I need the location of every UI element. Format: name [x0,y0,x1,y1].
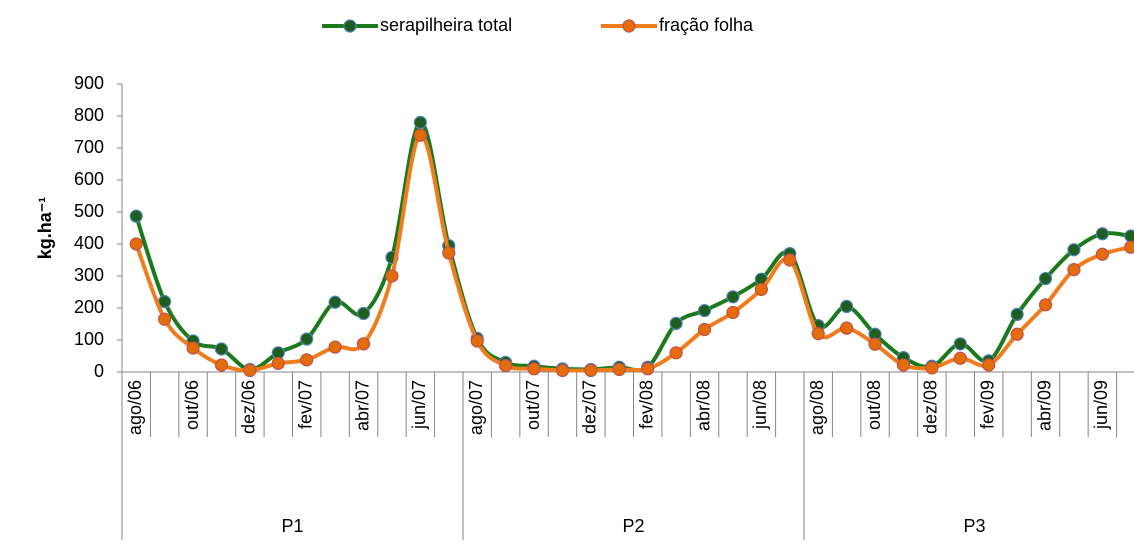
data-point [868,337,882,351]
data-point [1067,243,1081,257]
x-tick-label: out/08 [864,380,884,430]
data-point [470,334,484,348]
data-point [1010,307,1024,321]
data-point [214,358,229,372]
data-point [186,341,200,355]
legend-label: serapilheira total [380,15,512,35]
data-point [328,340,342,354]
data-point [1124,229,1134,243]
data-point [726,290,740,304]
data-point [840,321,854,335]
y-tick-label: 800 [74,105,104,125]
legend-marker [343,19,357,33]
x-tick-label: ago/06 [125,380,145,435]
data-point [925,361,939,375]
data-point [356,337,371,351]
x-tick-label: dez/06 [239,380,259,434]
y-tick-label: 300 [74,265,104,285]
x-tick-label: dez/07 [580,380,600,434]
y-tick-label: 400 [74,233,104,253]
data-point [385,269,399,283]
x-tick-label: abr/09 [1034,380,1054,431]
y-tick-label: 600 [74,169,104,189]
data-point [754,282,768,297]
x-tick-label: out/06 [182,380,202,430]
data-point [158,312,172,326]
data-point [811,327,825,341]
x-tick-label: fev/08 [636,380,656,429]
data-point [1095,247,1109,261]
y-tick-label: 700 [74,137,104,157]
data-point [1010,327,1024,341]
data-point [641,362,655,376]
data-point [1038,298,1053,312]
data-point [1038,271,1053,286]
x-tick-label: fev/09 [977,380,997,429]
y-axis-label: kg.ha⁻¹ [35,197,55,260]
data-point [669,316,683,330]
x-tick-label: ago/07 [466,380,486,435]
data-point [413,115,427,130]
data-point [328,295,342,309]
data-point [413,128,427,142]
data-point [783,253,797,267]
data-point [726,305,740,320]
data-point [499,359,513,373]
legend-label: fração folha [659,15,754,35]
x-tick-label: jun/08 [750,380,770,430]
data-point [214,342,229,356]
data-point [612,362,626,377]
data-point [584,363,598,377]
y-tick-label: 900 [74,73,104,93]
data-point [442,246,456,260]
data-point [697,322,712,337]
x-tick-label: out/07 [523,380,543,430]
x-tick-label: ago/08 [807,380,827,435]
x-tick-label: jun/07 [409,380,429,430]
data-point [300,353,314,367]
data-point [982,358,996,372]
x-tick-label: jun/09 [1091,380,1111,430]
data-point [243,363,257,377]
data-point [697,303,712,318]
data-point [840,299,854,313]
y-tick-label: 200 [74,297,104,317]
x-tick-label: abr/08 [693,380,713,431]
data-point [129,237,143,251]
data-point [669,346,683,360]
data-point [129,209,143,223]
data-point [1067,263,1081,277]
data-point [527,362,541,376]
x-tick-label: abr/07 [352,380,372,431]
y-tick-label: 0 [94,361,104,381]
data-point [1095,227,1109,241]
group-label: P1 [281,516,303,536]
data-point [953,337,967,351]
data-point [896,358,911,372]
series-line [134,120,1132,373]
data-point [356,306,371,321]
y-tick-label: 500 [74,201,104,221]
x-tick-label: dez/08 [921,380,941,434]
legend-marker [622,19,636,33]
series-line [134,133,1132,373]
data-point [300,332,314,346]
group-label: P2 [622,516,644,536]
x-tick-label: fev/07 [295,380,315,429]
data-point [271,356,285,370]
data-point [1124,240,1134,254]
y-tick-label: 100 [74,329,104,349]
data-point [953,351,967,365]
data-point [555,363,570,377]
group-label: P3 [963,516,985,536]
